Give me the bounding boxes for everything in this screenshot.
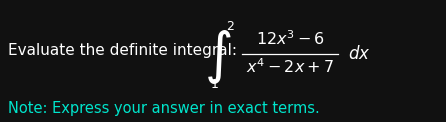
Text: $12x^3-6$: $12x^3-6$ <box>256 31 324 49</box>
Text: $2$: $2$ <box>226 20 234 34</box>
Text: $1$: $1$ <box>210 77 219 91</box>
Text: $\int$: $\int$ <box>204 28 232 86</box>
Text: Evaluate the definite integral:: Evaluate the definite integral: <box>8 42 237 57</box>
Text: $x^4-2x+7$: $x^4-2x+7$ <box>246 59 334 77</box>
Text: $dx$: $dx$ <box>348 45 371 63</box>
Text: Note: Express your answer in exact terms.: Note: Express your answer in exact terms… <box>8 101 320 116</box>
